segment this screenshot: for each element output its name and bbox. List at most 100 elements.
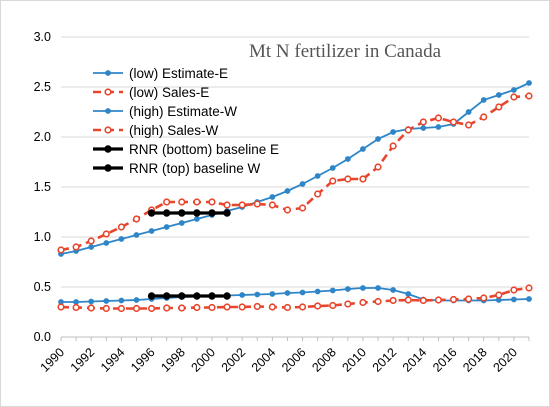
data-point (404, 126, 412, 134)
data-point (344, 300, 352, 308)
x-tick-label: 2014 (400, 345, 430, 375)
data-point (495, 103, 503, 111)
data-point (253, 302, 261, 311)
data-point (299, 181, 306, 187)
data-point (449, 118, 458, 126)
data-point (344, 286, 351, 292)
x-tick-label: 2020 (490, 345, 520, 375)
data-point (314, 302, 322, 310)
data-point (434, 114, 443, 122)
data-point (480, 113, 488, 121)
data-point (88, 244, 95, 250)
series-4 (147, 292, 231, 300)
series-line (61, 287, 530, 303)
data-point (57, 303, 65, 311)
data-point (105, 108, 111, 114)
data-point (269, 194, 276, 200)
data-point (105, 70, 111, 76)
data-point (375, 285, 381, 291)
legend-label: (low) Sales-E (129, 85, 209, 100)
data-point (104, 88, 112, 96)
y-tick-label: 1.0 (34, 230, 51, 244)
data-point (360, 146, 366, 152)
legend: (low) Estimate-E (low) Sales-E (high) Esti… (93, 66, 279, 176)
legend-item: (low) Estimate-E (93, 66, 228, 81)
data-point (510, 286, 518, 294)
data-point (178, 209, 186, 217)
data-point (329, 301, 337, 310)
data-point (268, 201, 276, 209)
data-point (284, 290, 291, 296)
data-point (133, 232, 140, 238)
data-point (374, 297, 382, 306)
legend-label: (high) Estimate-W (129, 104, 237, 119)
x-tick-label: 2012 (370, 345, 400, 375)
legend-label: (high) Sales-W (129, 123, 219, 138)
data-point (511, 296, 517, 303)
data-point (389, 296, 397, 305)
data-point (178, 198, 186, 206)
data-point (374, 163, 382, 171)
data-point (102, 230, 110, 238)
legend-item: RNR (top) baseline W (93, 161, 261, 176)
data-point (434, 296, 443, 304)
data-point (284, 188, 291, 194)
data-point (117, 223, 125, 231)
data-point (419, 118, 427, 126)
data-point (223, 209, 231, 217)
data-point (465, 109, 472, 115)
data-point (344, 175, 352, 183)
data-point (526, 296, 532, 302)
axes (60, 336, 530, 341)
data-point (253, 200, 261, 208)
x-tick-label: 1996 (128, 345, 158, 375)
data-point (102, 304, 110, 313)
data-point (223, 303, 231, 311)
data-point (162, 209, 171, 217)
data-point (525, 284, 533, 292)
data-point (223, 292, 231, 300)
legend-label: (low) Estimate-E (129, 66, 228, 81)
data-point (193, 209, 201, 217)
data-point (118, 297, 125, 304)
data-point (480, 294, 488, 302)
data-point (360, 285, 366, 291)
data-point (148, 228, 155, 234)
y-tick-label: 2.0 (34, 130, 51, 144)
data-point (359, 175, 367, 183)
series-0 (58, 285, 532, 305)
data-point (525, 92, 533, 100)
x-tick-label: 1990 (38, 345, 68, 375)
chart-title: Mt N fertilizer in Canada (249, 41, 442, 62)
data-point (57, 246, 65, 254)
tick-labels: 0.0 0.5 1.0 1.5 2.0 2.5 3.0 1990 1992 1994 1996 199… (34, 30, 520, 375)
data-point (178, 292, 186, 300)
data-point (238, 303, 246, 311)
data-point (178, 220, 185, 226)
data-point (104, 145, 112, 153)
data-point (223, 201, 231, 209)
data-point (193, 303, 201, 312)
legend-label: RNR (top) baseline W (129, 161, 261, 176)
data-point (389, 142, 397, 150)
data-point (88, 298, 95, 305)
data-point (329, 177, 337, 185)
data-point (193, 292, 201, 300)
data-point (178, 304, 186, 312)
data-point (283, 303, 292, 312)
data-point (163, 224, 170, 230)
x-tick-label: 2000 (189, 345, 219, 375)
series-line (60, 286, 530, 310)
x-tick-label: 2002 (219, 345, 249, 375)
data-point (299, 289, 306, 296)
data-point (465, 121, 473, 129)
data-point (208, 303, 216, 312)
data-point (405, 291, 412, 297)
data-point (208, 292, 216, 300)
x-tick-label: 2010 (339, 345, 369, 375)
x-tick-label: 2018 (460, 345, 490, 375)
data-point (193, 198, 201, 206)
data-point (239, 292, 246, 298)
data-point (314, 288, 321, 295)
